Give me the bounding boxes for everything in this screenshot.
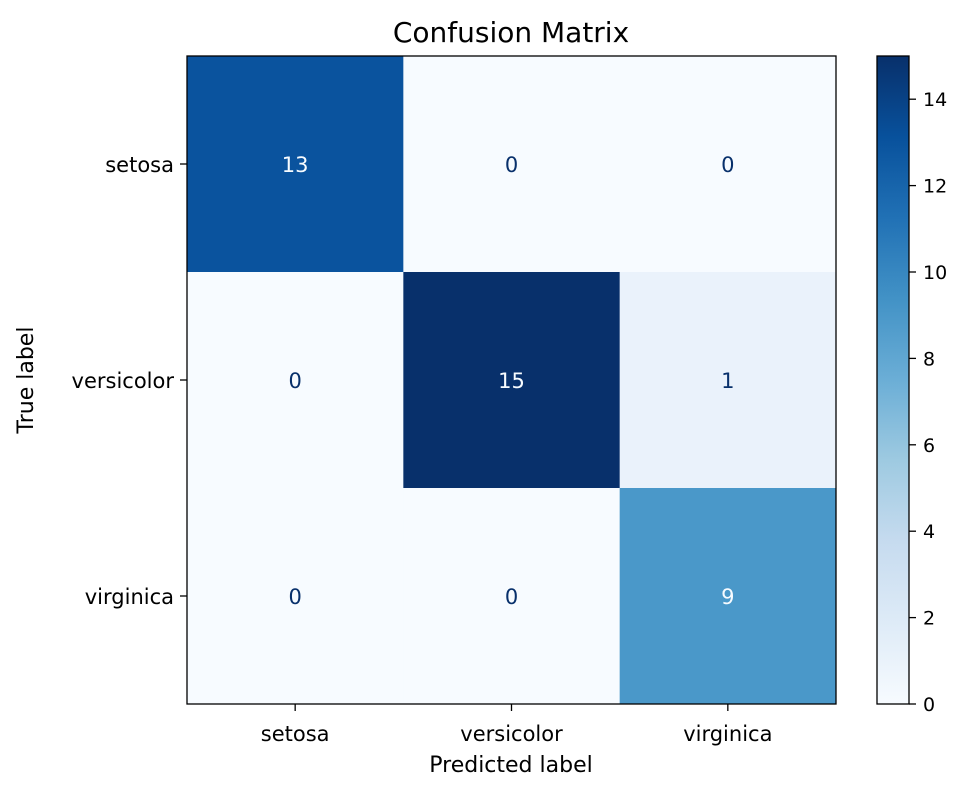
colorbar-ticks: 0 2 4 6 8 10 12 14 bbox=[909, 89, 947, 716]
y-axis-label: True label bbox=[14, 327, 39, 435]
y-axis-ticks: setosa versicolor virginica bbox=[72, 153, 187, 609]
heatmap-cell bbox=[187, 56, 404, 273]
colorbar-tick-label: 6 bbox=[923, 435, 935, 457]
y-tick-label: virginica bbox=[85, 585, 174, 609]
y-tick-label: setosa bbox=[105, 153, 174, 177]
x-tick-label: virginica bbox=[683, 722, 772, 746]
cell-value-label: 9 bbox=[721, 585, 734, 609]
heatmap-cell-labels: 13 0 0 0 15 1 0 0 9 bbox=[282, 153, 735, 609]
colorbar-tick-label: 8 bbox=[923, 348, 935, 370]
chart-title: Confusion Matrix bbox=[393, 16, 629, 49]
colorbar-tick-label: 4 bbox=[923, 521, 935, 543]
cell-value-label: 0 bbox=[288, 585, 301, 609]
cell-value-label: 0 bbox=[288, 369, 301, 393]
heatmap-cell bbox=[187, 272, 404, 489]
cell-value-label: 0 bbox=[721, 153, 734, 177]
x-tick-label: setosa bbox=[261, 722, 330, 746]
cell-value-label: 0 bbox=[505, 153, 518, 177]
heatmap-cell bbox=[403, 272, 621, 489]
cell-value-label: 13 bbox=[282, 153, 309, 177]
y-tick-label: versicolor bbox=[72, 369, 175, 393]
heatmap-cell bbox=[619, 56, 837, 273]
heatmap-cell bbox=[403, 488, 621, 705]
cell-value-label: 15 bbox=[498, 369, 525, 393]
colorbar-tick-label: 10 bbox=[923, 262, 947, 284]
heatmap-cell bbox=[187, 488, 404, 705]
x-axis-ticks: setosa versicolor virginica bbox=[261, 704, 772, 746]
colorbar bbox=[876, 55, 910, 705]
x-axis-label: Predicted label bbox=[429, 753, 592, 778]
colorbar-tick-label: 0 bbox=[923, 694, 935, 716]
x-tick-label: versicolor bbox=[460, 722, 563, 746]
heatmap-cell bbox=[619, 272, 837, 489]
heatmap-cells bbox=[187, 56, 837, 705]
cell-value-label: 1 bbox=[721, 369, 734, 393]
colorbar-tick-label: 12 bbox=[923, 176, 947, 198]
cell-value-label: 0 bbox=[505, 585, 518, 609]
heatmap-cell bbox=[403, 56, 621, 273]
colorbar-tick-label: 14 bbox=[923, 89, 947, 111]
heatmap-cell bbox=[619, 488, 837, 705]
colorbar-tick-label: 2 bbox=[923, 608, 935, 630]
